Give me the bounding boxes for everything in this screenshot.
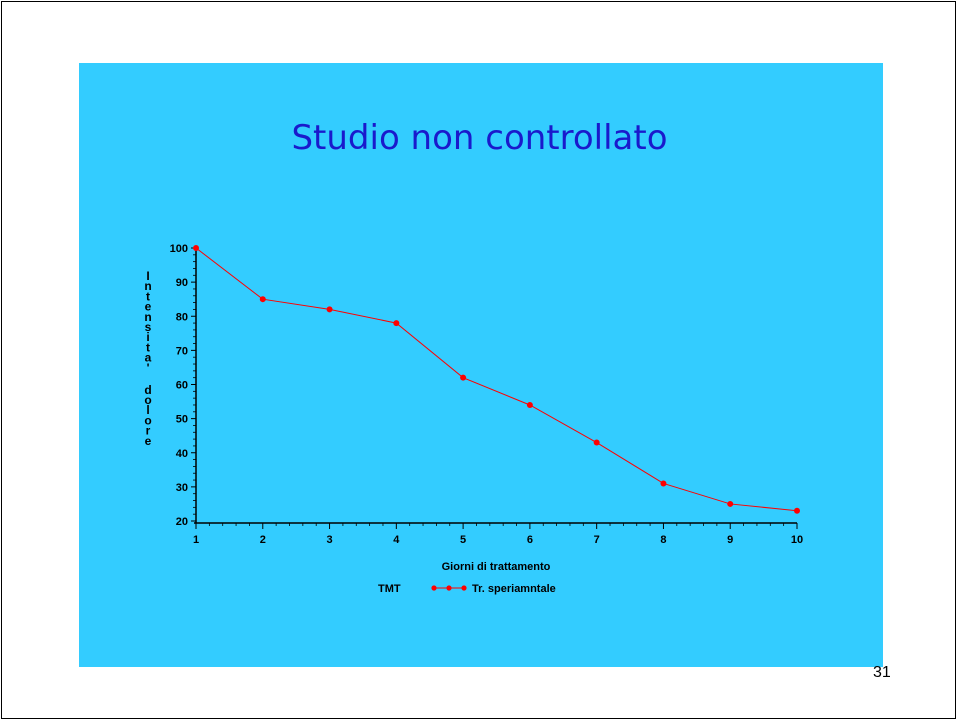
- data-point: [259, 296, 266, 303]
- y-axis-label-char: n: [144, 279, 151, 293]
- y-tick-label: 100: [170, 243, 188, 255]
- x-tick-label: 7: [594, 534, 600, 546]
- page-number: 31: [873, 664, 891, 681]
- y-axis-label-char: I: [146, 269, 149, 283]
- x-tick-label: 1: [193, 534, 199, 546]
- x-tick-label: 2: [260, 534, 266, 546]
- legend-title: TMT: [378, 583, 401, 595]
- y-axis-label-char: n: [144, 310, 151, 324]
- y-axis-label-char: d: [144, 383, 151, 397]
- legend: TMT Tr. speriamntale: [378, 583, 556, 595]
- y-axis-label-char: ': [147, 361, 150, 375]
- data-point: [526, 401, 533, 408]
- slide-background: [79, 63, 883, 667]
- x-tick-label: 8: [660, 534, 666, 546]
- legend-label: Tr. speriamntale: [472, 583, 556, 595]
- data-point: [794, 507, 800, 514]
- y-axis-label-char: o: [144, 413, 151, 427]
- y-axis-label-char: s: [145, 320, 152, 334]
- data-point: [460, 374, 467, 381]
- chart-ticks: 20 30 40 50 60 70 80 90 100 1 2 3 4 5 6 7 8 9 10: [170, 243, 803, 546]
- chart-axes: [194, 246, 797, 524]
- legend-marker: [431, 585, 437, 591]
- y-axis-label-char: o: [144, 393, 151, 407]
- y-tick-label: 60: [176, 380, 188, 392]
- y-axis-label-char: i: [146, 330, 149, 344]
- y-axis-label-char: e: [145, 434, 152, 448]
- y-axis-label-char: t: [146, 289, 150, 303]
- x-axis-label: Giorni di trattamento: [442, 561, 551, 573]
- data-point: [326, 306, 333, 313]
- y-tick-label: 70: [176, 345, 188, 357]
- y-tick-label: 40: [176, 448, 188, 460]
- y-axis-label-char: e: [145, 300, 152, 314]
- data-point: [727, 500, 734, 507]
- x-tick-label: 10: [791, 534, 803, 546]
- data-point: [660, 480, 667, 487]
- y-tick-label: 80: [176, 311, 188, 323]
- series-line: [195, 247, 798, 512]
- data-point: [393, 320, 400, 327]
- legend-marker: [446, 585, 452, 591]
- y-tick-label: 90: [176, 277, 188, 289]
- data-point: [593, 439, 600, 446]
- data-point: [193, 245, 199, 251]
- slide-title: Studio non controllato: [291, 118, 668, 158]
- y-tick-label: 30: [176, 482, 188, 494]
- x-tick-label: 5: [460, 534, 466, 546]
- plot-area: [193, 245, 800, 514]
- legend-marker: [461, 585, 467, 591]
- y-tick-label: 20: [176, 516, 188, 528]
- x-tick-label: 6: [527, 534, 533, 546]
- x-tick-label: 9: [727, 534, 733, 546]
- legend-symbol: [431, 585, 467, 591]
- y-axis-label-char: a: [145, 351, 152, 365]
- y-axis-label-char: t: [146, 340, 150, 354]
- y-axis-label-char: r: [146, 424, 151, 438]
- x-tick-label: 4: [393, 534, 400, 546]
- y-tick-label: 50: [176, 414, 188, 426]
- y-axis-label-char: l: [146, 403, 149, 417]
- x-tick-label: 3: [326, 534, 332, 546]
